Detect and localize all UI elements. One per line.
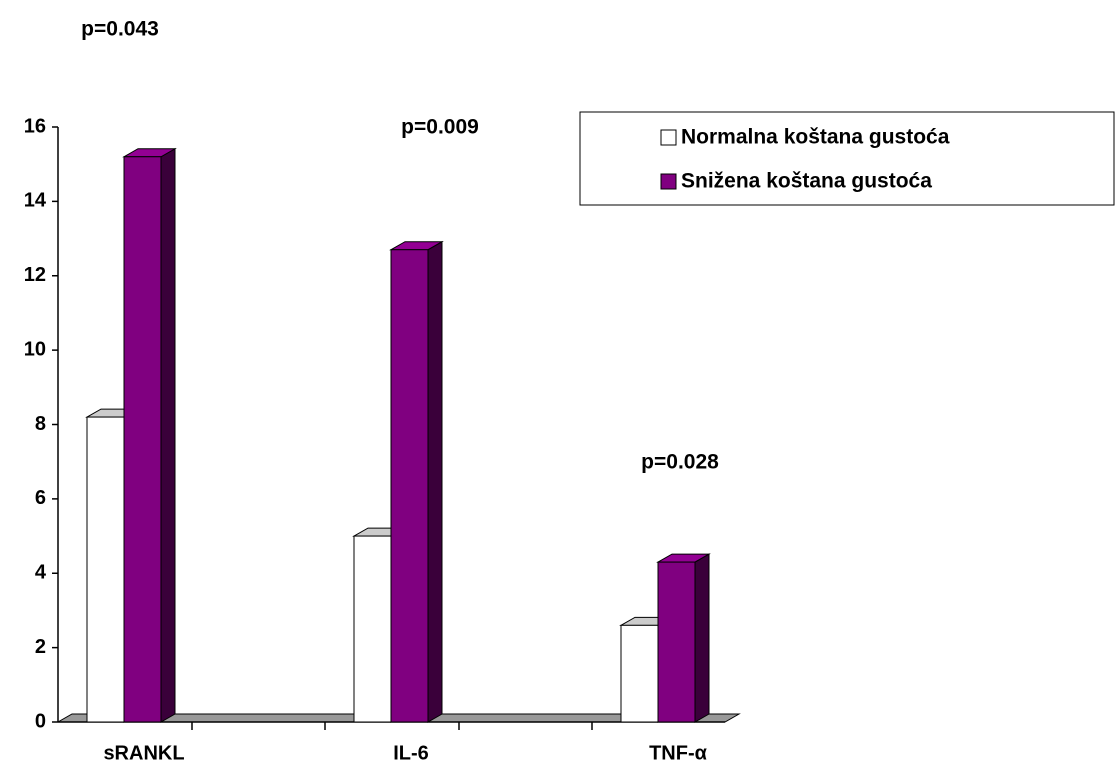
bar-side bbox=[694, 553, 710, 723]
legend-swatch bbox=[660, 129, 677, 146]
y-tick-label: 16 bbox=[24, 115, 46, 137]
y-tick-label: 6 bbox=[35, 487, 46, 509]
y-tick-label: 0 bbox=[35, 710, 46, 732]
bar bbox=[353, 535, 392, 723]
annotation: p=0.028 bbox=[641, 451, 719, 474]
y-tick-label: 8 bbox=[35, 413, 46, 435]
annotation: p=0.009 bbox=[401, 116, 479, 139]
bar bbox=[657, 561, 696, 723]
bar-side bbox=[160, 147, 176, 723]
bar bbox=[123, 156, 162, 723]
legend-label: Normalna koštana gustoća bbox=[681, 126, 950, 149]
y-tick-label: 4 bbox=[35, 562, 47, 584]
legend-label: Snižena koštana gustoća bbox=[681, 170, 932, 193]
y-tick-label: 10 bbox=[24, 338, 46, 360]
bar bbox=[620, 624, 659, 723]
x-tick-label: sRANKL bbox=[103, 742, 184, 764]
legend-swatch bbox=[660, 173, 677, 190]
x-tick-label: TNF-α bbox=[649, 742, 708, 764]
x-tick-label: IL-6 bbox=[393, 742, 429, 764]
bar bbox=[86, 416, 125, 723]
legend-box bbox=[579, 111, 1115, 206]
bar-side bbox=[427, 240, 443, 723]
y-tick-label: 14 bbox=[24, 190, 47, 212]
y-tick-label: 12 bbox=[24, 264, 46, 286]
annotation: p=0.043 bbox=[81, 18, 159, 41]
y-tick-label: 2 bbox=[35, 636, 46, 658]
bar bbox=[390, 249, 429, 723]
